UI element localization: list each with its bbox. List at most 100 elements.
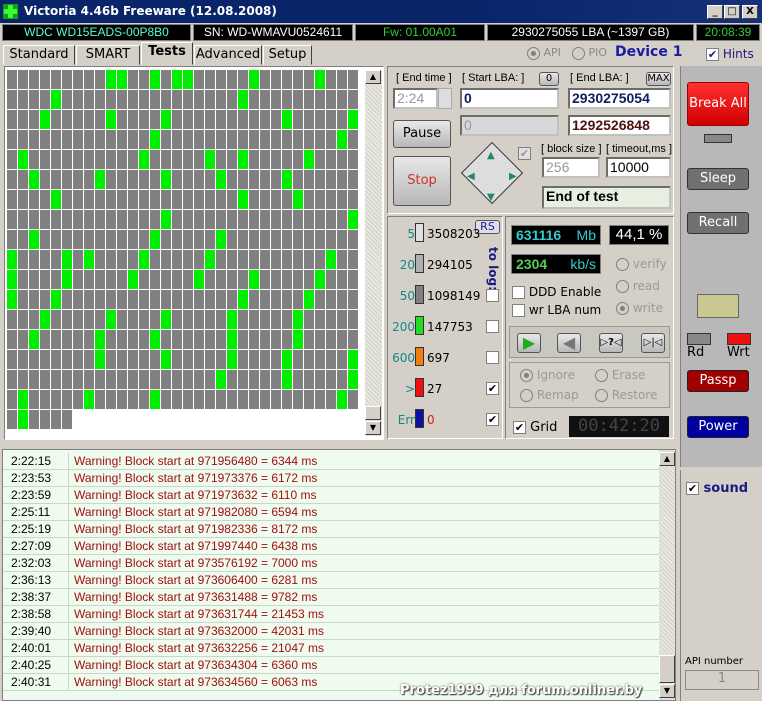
power-button[interactable]: Power <box>687 416 749 438</box>
block-cell <box>315 370 325 389</box>
write-radio[interactable]: write <box>616 301 663 315</box>
arrow-up-icon[interactable]: ▲ <box>487 150 495 161</box>
direction-buttons: ▶ ◀ ▷?◁ ▷|◁ <box>509 326 670 358</box>
mb-value: 631116 <box>516 227 562 243</box>
zero-button[interactable]: 0 <box>539 72 559 86</box>
block-cell <box>315 350 325 369</box>
recall-button[interactable]: Recall <box>687 212 749 234</box>
block-cell <box>18 410 28 429</box>
erase-radio[interactable]: Erase <box>595 368 645 382</box>
log-scroll-thumb[interactable] <box>659 655 675 683</box>
arrow-down-icon[interactable]: ▼ <box>487 192 495 203</box>
log-checkbox[interactable] <box>486 320 499 333</box>
block-size-select[interactable]: 256 <box>542 157 600 178</box>
log-scrollbar[interactable]: ▲ ▼ <box>659 450 675 700</box>
block-cell <box>172 350 182 369</box>
stop-button[interactable]: Stop <box>393 156 451 206</box>
scroll-up-icon[interactable]: ▲ <box>365 70 381 84</box>
block-cell <box>304 390 314 409</box>
block-cell <box>106 310 116 329</box>
api-number-spinner[interactable]: 1 <box>685 670 759 690</box>
tab-advanced[interactable]: Advanced <box>194 45 262 65</box>
passp-button[interactable]: Passp <box>687 370 749 392</box>
verify-radio[interactable]: verify <box>616 257 667 271</box>
start-lba-field[interactable]: 0 <box>460 88 559 109</box>
direction-checkbox[interactable]: ✔ <box>518 147 531 160</box>
block-cell <box>205 250 215 269</box>
timeout-select[interactable]: 10000 <box>606 157 671 178</box>
block-cell <box>18 310 28 329</box>
end-time-field[interactable]: 2:24 <box>393 88 438 109</box>
end-action-select[interactable]: End of test <box>542 186 671 209</box>
block-cell <box>238 250 248 269</box>
tab-tests[interactable]: Tests <box>141 42 193 65</box>
block-cell <box>194 390 204 409</box>
break-all-button[interactable]: Break All <box>687 82 749 126</box>
end-time-spinner[interactable] <box>438 88 452 109</box>
block-cell <box>260 130 270 149</box>
block-cell <box>293 210 303 229</box>
block-cell <box>84 390 94 409</box>
block-cell <box>7 410 17 429</box>
pause-button[interactable]: Pause <box>393 120 451 148</box>
log-checkbox[interactable]: ✔ <box>486 382 499 395</box>
block-cell <box>172 210 182 229</box>
block-cell <box>183 250 193 269</box>
block-cell <box>282 90 292 109</box>
play-forward-icon[interactable]: ▶ <box>517 333 541 353</box>
threshold-count: 1098149 <box>427 289 481 303</box>
block-cell <box>304 350 314 369</box>
block-cell <box>139 250 149 269</box>
ignore-radio[interactable]: Ignore <box>520 368 575 382</box>
hints-checkbox[interactable]: ✔ Hints <box>706 47 754 61</box>
block-cell <box>161 350 171 369</box>
block-cell <box>348 270 358 289</box>
pio-radio[interactable]: PIO <box>572 46 607 60</box>
tab-standard[interactable]: Standard <box>3 45 75 65</box>
block-cell <box>62 110 72 129</box>
tab-smart[interactable]: SMART <box>76 45 140 65</box>
api-radio[interactable]: API <box>527 46 561 60</box>
scroll-thumb[interactable] <box>365 406 381 420</box>
block-cell <box>216 90 226 109</box>
end-lba-field-2[interactable]: 1292526848 <box>568 115 671 136</box>
minimize-button[interactable]: _ <box>707 5 723 19</box>
window-title: Victoria 4.46b Freeware (12.08.2008) <box>24 4 277 18</box>
block-cell <box>194 330 204 349</box>
block-cell <box>238 290 248 309</box>
map-scrollbar[interactable]: ▲ ▼ <box>365 70 382 436</box>
butterfly-icon[interactable]: ▷|◁ <box>641 333 665 353</box>
reset-stats-button[interactable]: RS <box>475 220 500 234</box>
log-checkbox[interactable] <box>486 351 499 364</box>
block-cell <box>29 310 39 329</box>
log-scroll-down-icon[interactable]: ▼ <box>659 684 675 698</box>
scroll-down-icon[interactable]: ▼ <box>365 421 381 435</box>
restore-radio[interactable]: Restore <box>595 388 657 402</box>
sleep-button[interactable]: Sleep <box>687 168 749 190</box>
close-button[interactable]: X <box>742 5 758 19</box>
threshold-count: 697 <box>427 351 450 365</box>
to-log-label: to log: <box>486 247 500 291</box>
log-checkbox[interactable] <box>486 289 499 302</box>
block-cell <box>84 250 94 269</box>
block-cell <box>73 290 83 309</box>
tab-setup[interactable]: Setup <box>263 45 312 65</box>
read-radio[interactable]: read <box>616 279 660 293</box>
ddd-enable-checkbox[interactable]: DDD Enable <box>512 285 601 299</box>
grid-checkbox[interactable]: ✔ Grid <box>513 420 558 435</box>
block-cell <box>216 130 226 149</box>
wr-lba-checkbox[interactable]: wr LBA num <box>512 303 601 317</box>
maximize-button[interactable]: □ <box>724 5 740 19</box>
block-cell <box>51 310 61 329</box>
max-button[interactable]: MAX <box>646 72 671 86</box>
remap-radio[interactable]: Remap <box>520 388 579 402</box>
random-seek-icon[interactable]: ▷?◁ <box>599 333 623 353</box>
sound-checkbox[interactable]: ✔ sound <box>686 481 749 496</box>
arrow-left-icon[interactable]: ◀ <box>467 171 475 182</box>
arrow-right-icon[interactable]: ▶ <box>509 171 517 182</box>
block-cell <box>128 130 138 149</box>
end-lba-field[interactable]: 2930275054 <box>568 88 671 109</box>
play-backward-icon[interactable]: ◀ <box>557 333 581 353</box>
log-checkbox[interactable]: ✔ <box>486 413 499 426</box>
log-scroll-up-icon[interactable]: ▲ <box>659 452 675 466</box>
